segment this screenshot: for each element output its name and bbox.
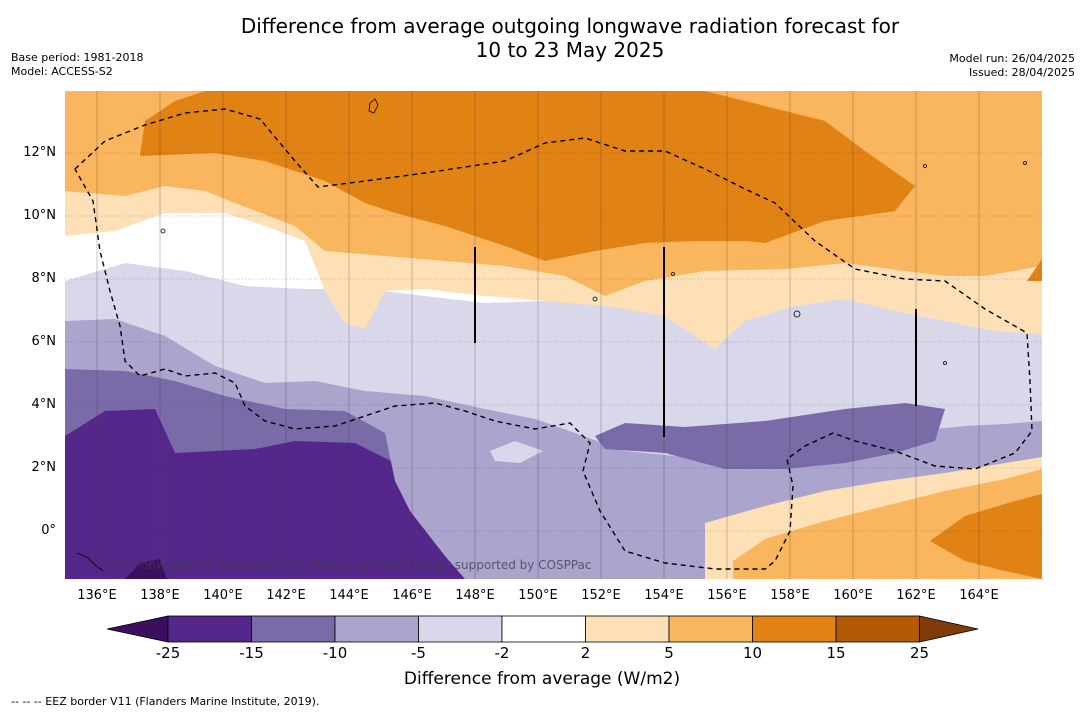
colorbar-tick: -15 — [239, 644, 264, 662]
lon-label-142e: 142°E — [266, 588, 306, 603]
colorbar-cell-pos5-pos10 — [668, 615, 753, 643]
colorbar-tick: -25 — [155, 644, 181, 662]
base-period: Base period: 1981-2018 — [11, 51, 144, 64]
lon-label-144e: 144°E — [329, 588, 369, 603]
lon-gridlines — [96, 91, 980, 579]
anomaly-map — [65, 91, 1042, 579]
lon-label-162e: 162°E — [896, 588, 936, 603]
map-svg — [65, 91, 1042, 579]
colorbar-cell-neg15-neg10 — [251, 615, 336, 643]
lat-label-12n: 12°N — [23, 145, 56, 160]
lon-label-146e: 146°E — [392, 588, 432, 603]
colorbar-cell-neg2-pos2 — [501, 615, 586, 643]
lat-label-0: 0° — [41, 523, 56, 538]
colorbar — [106, 615, 979, 643]
map-title: Difference from average outgoing longwav… — [170, 14, 970, 62]
lat-gridlines — [65, 152, 1042, 532]
lat-label-2n: 2°N — [31, 460, 57, 475]
colorbar-tick: -2 — [494, 644, 510, 662]
colorbar-tick: 15 — [826, 644, 846, 662]
lon-label-148e: 148°E — [455, 588, 495, 603]
attribution-text: Commonwealth of Australia 2025, Bureau o… — [102, 558, 592, 572]
lat-label-6n: 6°N — [31, 334, 57, 349]
band-neg5-neg2-patch — [490, 441, 543, 463]
lon-label-160e: 160°E — [833, 588, 873, 603]
colorbar-cell-neg5-neg2 — [418, 615, 503, 643]
colorbar-tick: -5 — [411, 644, 426, 662]
model-name: Model: ACCESS-S2 — [11, 65, 113, 78]
lon-label-158e: 158°E — [770, 588, 810, 603]
lon-label-154e: 154°E — [644, 588, 684, 603]
colorbar-arrow-left — [106, 615, 169, 643]
lon-label-150e: 150°E — [518, 588, 558, 603]
lon-label-156e: 156°E — [707, 588, 747, 603]
eez-meridian-segments — [474, 247, 917, 437]
lat-label-4n: 4°N — [31, 397, 57, 412]
lon-label-152e: 152°E — [581, 588, 621, 603]
colorbar-tick: -10 — [322, 644, 348, 662]
model-run: Model run: 26/04/2025 — [949, 52, 1075, 65]
band-below-neg25 — [125, 559, 167, 579]
band-pos10-pos15 — [140, 91, 915, 261]
eez-legend-note: -- -- -- EEZ border V11 (Flanders Marine… — [11, 695, 320, 708]
issued-date: Issued: 28/04/2025 — [968, 66, 1075, 79]
lat-label-8n: 8°N — [31, 271, 57, 286]
eez-border — [74, 108, 1033, 570]
title-line-2: 10 to 23 May 2025 — [475, 38, 665, 62]
lon-label-138e: 138°E — [140, 588, 180, 603]
band-pos10-pos15-east — [1027, 259, 1042, 281]
colorbar-cell-pos2-pos5 — [585, 615, 670, 643]
colorbar-cell-neg10-neg5 — [334, 615, 419, 643]
colorbar-tick: 10 — [742, 644, 763, 662]
lon-label-136e: 136°E — [77, 588, 117, 603]
title-line-1: Difference from average outgoing longwav… — [240, 14, 900, 38]
colorbar-label: Difference from average (W/m2) — [403, 669, 681, 689]
lat-label-10n: 10°N — [23, 208, 56, 223]
island-outlines — [76, 98, 1027, 572]
colorbar-tick: 5 — [664, 644, 674, 662]
colorbar-arrow-right — [919, 615, 979, 643]
colorbar-cell-neg25-neg15 — [167, 615, 252, 643]
lon-label-140e: 140°E — [203, 588, 243, 603]
colorbar-tick: 25 — [909, 644, 930, 662]
colorbar-tick: 2 — [580, 644, 591, 662]
meta-left: Base period: 1981-2018 Model: ACCESS-S2 — [11, 51, 143, 79]
lon-label-164e: 164°E — [959, 588, 999, 603]
meta-right: Model run: 26/04/2025 Issued: 28/04/2025 — [949, 52, 1075, 80]
colorbar-cell-pos15-pos25 — [835, 615, 920, 643]
band-se-pos10-pos15 — [930, 494, 1042, 579]
band-neg15-neg10-east — [595, 403, 945, 469]
colorbar-cell-pos10-pos15 — [752, 615, 837, 643]
